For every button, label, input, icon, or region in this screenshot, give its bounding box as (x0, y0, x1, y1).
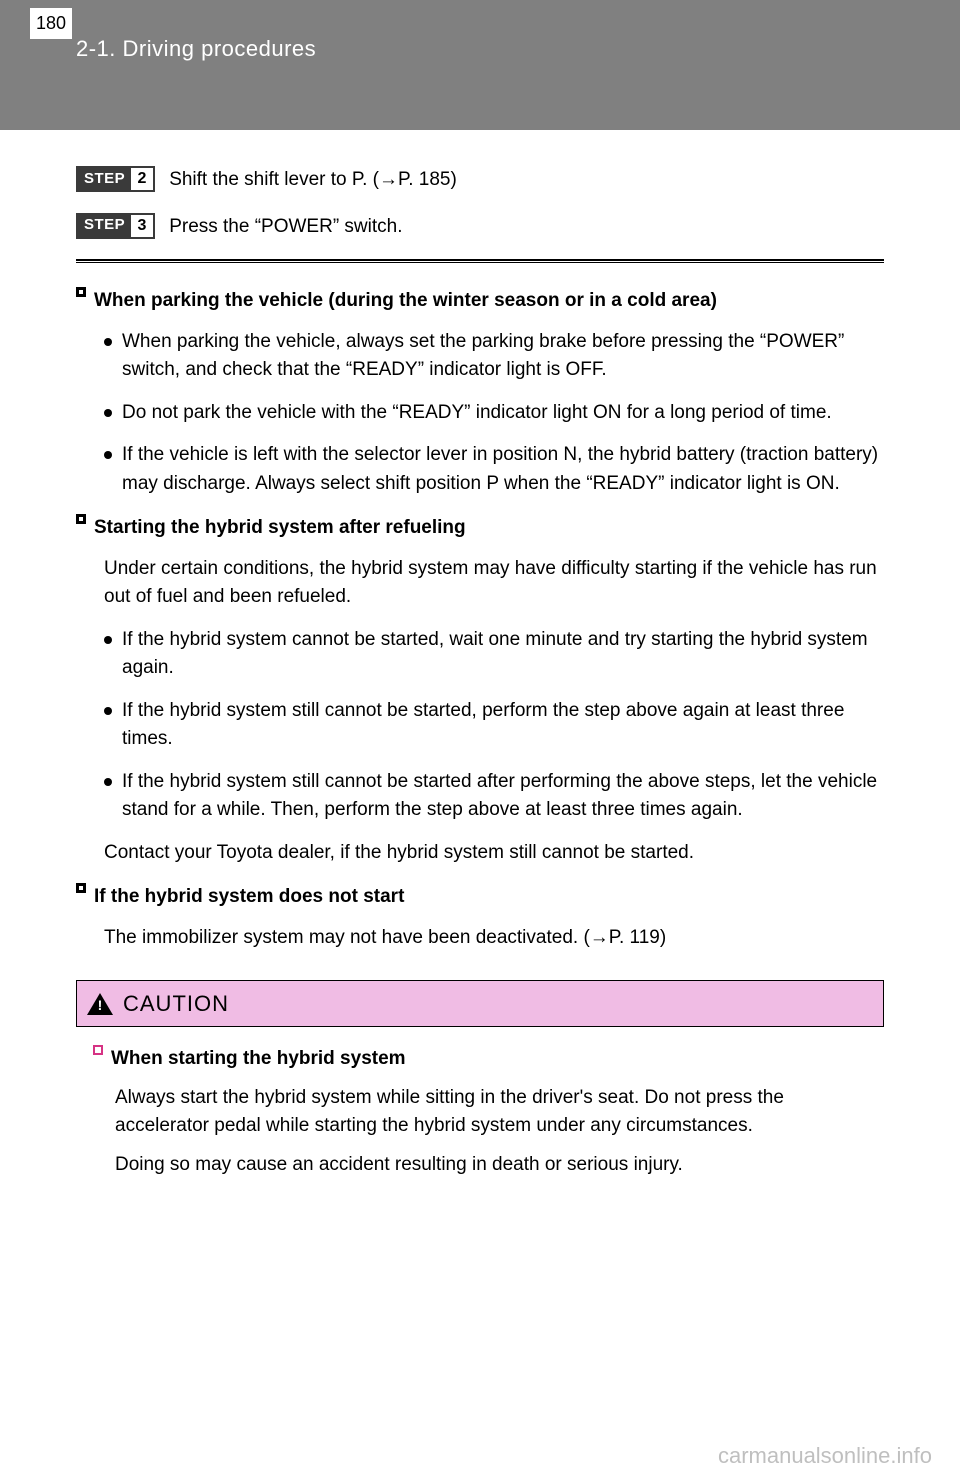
list-item: When parking the vehicle, always set the… (104, 328, 884, 385)
square-bullet-icon (76, 883, 86, 893)
section-label: 2-1. Driving procedures (76, 32, 960, 65)
section-title: Starting the hybrid system after refueli… (94, 514, 466, 543)
section-heading: Starting the hybrid system after refueli… (76, 514, 884, 543)
bullet-icon (104, 451, 112, 459)
caution-paragraph: Always start the hybrid system while sit… (115, 1084, 868, 1141)
bullet-text: If the hybrid system cannot be started, … (122, 626, 884, 683)
square-bullet-icon (76, 287, 86, 297)
step-number: 2 (131, 168, 153, 190)
caution-header: ! CAUTION (76, 980, 884, 1027)
watermark: carmanualsonline.info (718, 1439, 932, 1472)
section-divider (76, 259, 884, 263)
page-content: STEP 2 Shift the shift lever to P. (→P. … (0, 130, 960, 1213)
section-title: If the hybrid system does not start (94, 883, 404, 912)
paragraph: Contact your Toyota dealer, if the hybri… (104, 839, 884, 868)
square-bullet-icon (76, 514, 86, 524)
step-label: STEP (84, 168, 125, 191)
warning-triangle-icon: ! (87, 993, 113, 1015)
section-heading: When parking the vehicle (during the win… (76, 287, 884, 316)
step-badge: STEP 3 (76, 213, 155, 239)
bullet-text: If the vehicle is left with the selector… (122, 441, 884, 498)
page-number: 180 (30, 8, 72, 39)
bullet-icon (104, 707, 112, 715)
paragraph: Under certain conditions, the hybrid sys… (104, 555, 884, 612)
step-badge: STEP 2 (76, 166, 155, 192)
step-row-2: STEP 2 Shift the shift lever to P. (→P. … (76, 166, 884, 195)
section-heading: If the hybrid system does not start (76, 883, 884, 912)
bullet-icon (104, 778, 112, 786)
header-band: 2-1. Driving procedures (0, 0, 960, 130)
bullet-icon (104, 338, 112, 346)
caution-label: CAUTION (123, 987, 229, 1020)
list-item: If the hybrid system still cannot be sta… (104, 697, 884, 754)
step-text: Shift the shift lever to P. (→P. 185) (169, 166, 884, 195)
section-title: When parking the vehicle (during the win… (94, 287, 717, 316)
bullet-icon (104, 636, 112, 644)
caution-heading: When starting the hybrid system (93, 1045, 868, 1074)
step-text-b: P. 185) (398, 169, 457, 190)
list-item: If the hybrid system still cannot be sta… (104, 768, 884, 825)
step-text-a: Shift the shift lever to P. ( (169, 169, 379, 190)
bullet-text: When parking the vehicle, always set the… (122, 328, 884, 385)
caution-heading-text: When starting the hybrid system (111, 1045, 406, 1074)
square-bullet-icon (93, 1045, 103, 1055)
step-label: STEP (84, 214, 125, 237)
paragraph: The immobilizer system may not have been… (104, 924, 884, 953)
bullet-text: Do not park the vehicle with the “READY”… (122, 399, 884, 428)
bullet-text: If the hybrid system still cannot be sta… (122, 697, 884, 754)
list-item: Do not park the vehicle with the “READY”… (104, 399, 884, 428)
list-item: If the hybrid system cannot be started, … (104, 626, 884, 683)
caution-box: ! CAUTION When starting the hybrid syste… (76, 980, 884, 1213)
caution-body: When starting the hybrid system Always s… (76, 1027, 884, 1213)
step-row-3: STEP 3 Press the “POWER” switch. (76, 213, 884, 242)
bullet-icon (104, 409, 112, 417)
list-item: If the vehicle is left with the selector… (104, 441, 884, 498)
step-number: 3 (131, 215, 153, 237)
arrow-icon: → (379, 169, 398, 190)
bullet-text: If the hybrid system still cannot be sta… (122, 768, 884, 825)
step-text: Press the “POWER” switch. (169, 213, 884, 242)
caution-paragraph: Doing so may cause an accident resulting… (115, 1151, 868, 1180)
